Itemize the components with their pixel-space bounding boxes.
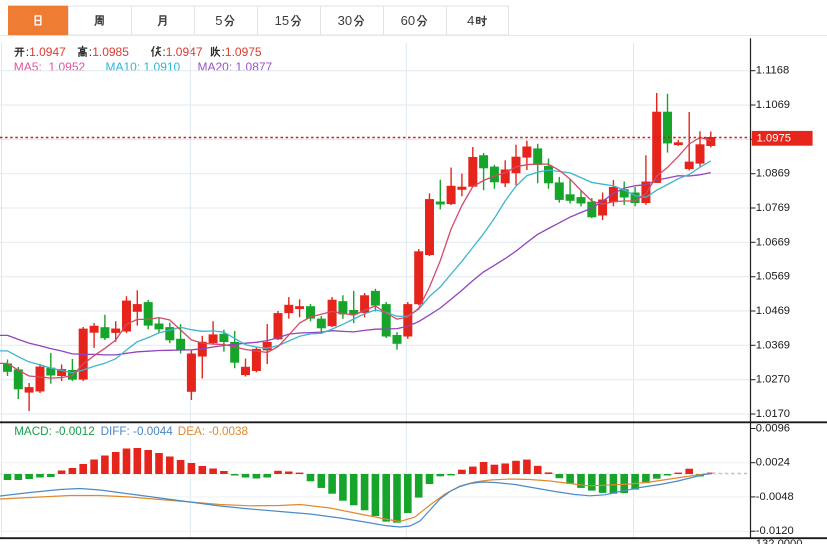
svg-text:1.0975: 1.0975 — [225, 45, 262, 59]
svg-text:30: 30 — [338, 13, 352, 28]
svg-text:1.0270: 1.0270 — [756, 374, 790, 386]
svg-text:1.0869: 1.0869 — [756, 168, 790, 180]
svg-text:0.0096: 0.0096 — [756, 423, 790, 435]
svg-text:-0.0120: -0.0120 — [756, 525, 794, 537]
svg-text:1.0669: 1.0669 — [756, 236, 790, 248]
svg-text:DEA: -0.0038: DEA: -0.0038 — [178, 425, 248, 438]
svg-text:132.0000: 132.0000 — [756, 538, 803, 544]
svg-text:MA10: 1.0910: MA10: 1.0910 — [106, 60, 181, 74]
svg-text:1.0947: 1.0947 — [166, 45, 203, 59]
svg-text:MA5: 1.0952: MA5: 1.0952 — [14, 60, 86, 74]
svg-text:1.0369: 1.0369 — [756, 339, 790, 351]
svg-text:1.0975: 1.0975 — [757, 133, 792, 145]
svg-text:4: 4 — [467, 13, 474, 28]
svg-text::: : — [89, 45, 92, 59]
svg-text:60: 60 — [401, 13, 415, 28]
svg-text:5: 5 — [215, 13, 222, 28]
svg-text:15: 15 — [275, 13, 289, 28]
svg-text:1.0569: 1.0569 — [756, 271, 790, 283]
svg-text:1.1168: 1.1168 — [756, 65, 789, 77]
svg-text:MA20: 1.0877: MA20: 1.0877 — [198, 60, 273, 74]
svg-text:1.0170: 1.0170 — [756, 408, 790, 420]
svg-text:MACD: -0.0012: MACD: -0.0012 — [14, 425, 95, 438]
svg-text:1.1069: 1.1069 — [756, 99, 790, 111]
svg-text::: : — [26, 45, 29, 59]
svg-text:1.0985: 1.0985 — [92, 45, 129, 59]
svg-text::: : — [162, 45, 165, 59]
svg-text:-0.0048: -0.0048 — [756, 491, 794, 503]
svg-text::: : — [222, 45, 225, 59]
svg-text:0.0024: 0.0024 — [756, 457, 790, 469]
svg-text:1.0947: 1.0947 — [29, 45, 66, 59]
svg-text:1.0469: 1.0469 — [756, 305, 790, 317]
svg-text:DIFF: -0.0044: DIFF: -0.0044 — [101, 425, 174, 438]
svg-text:1.0769: 1.0769 — [756, 202, 790, 214]
